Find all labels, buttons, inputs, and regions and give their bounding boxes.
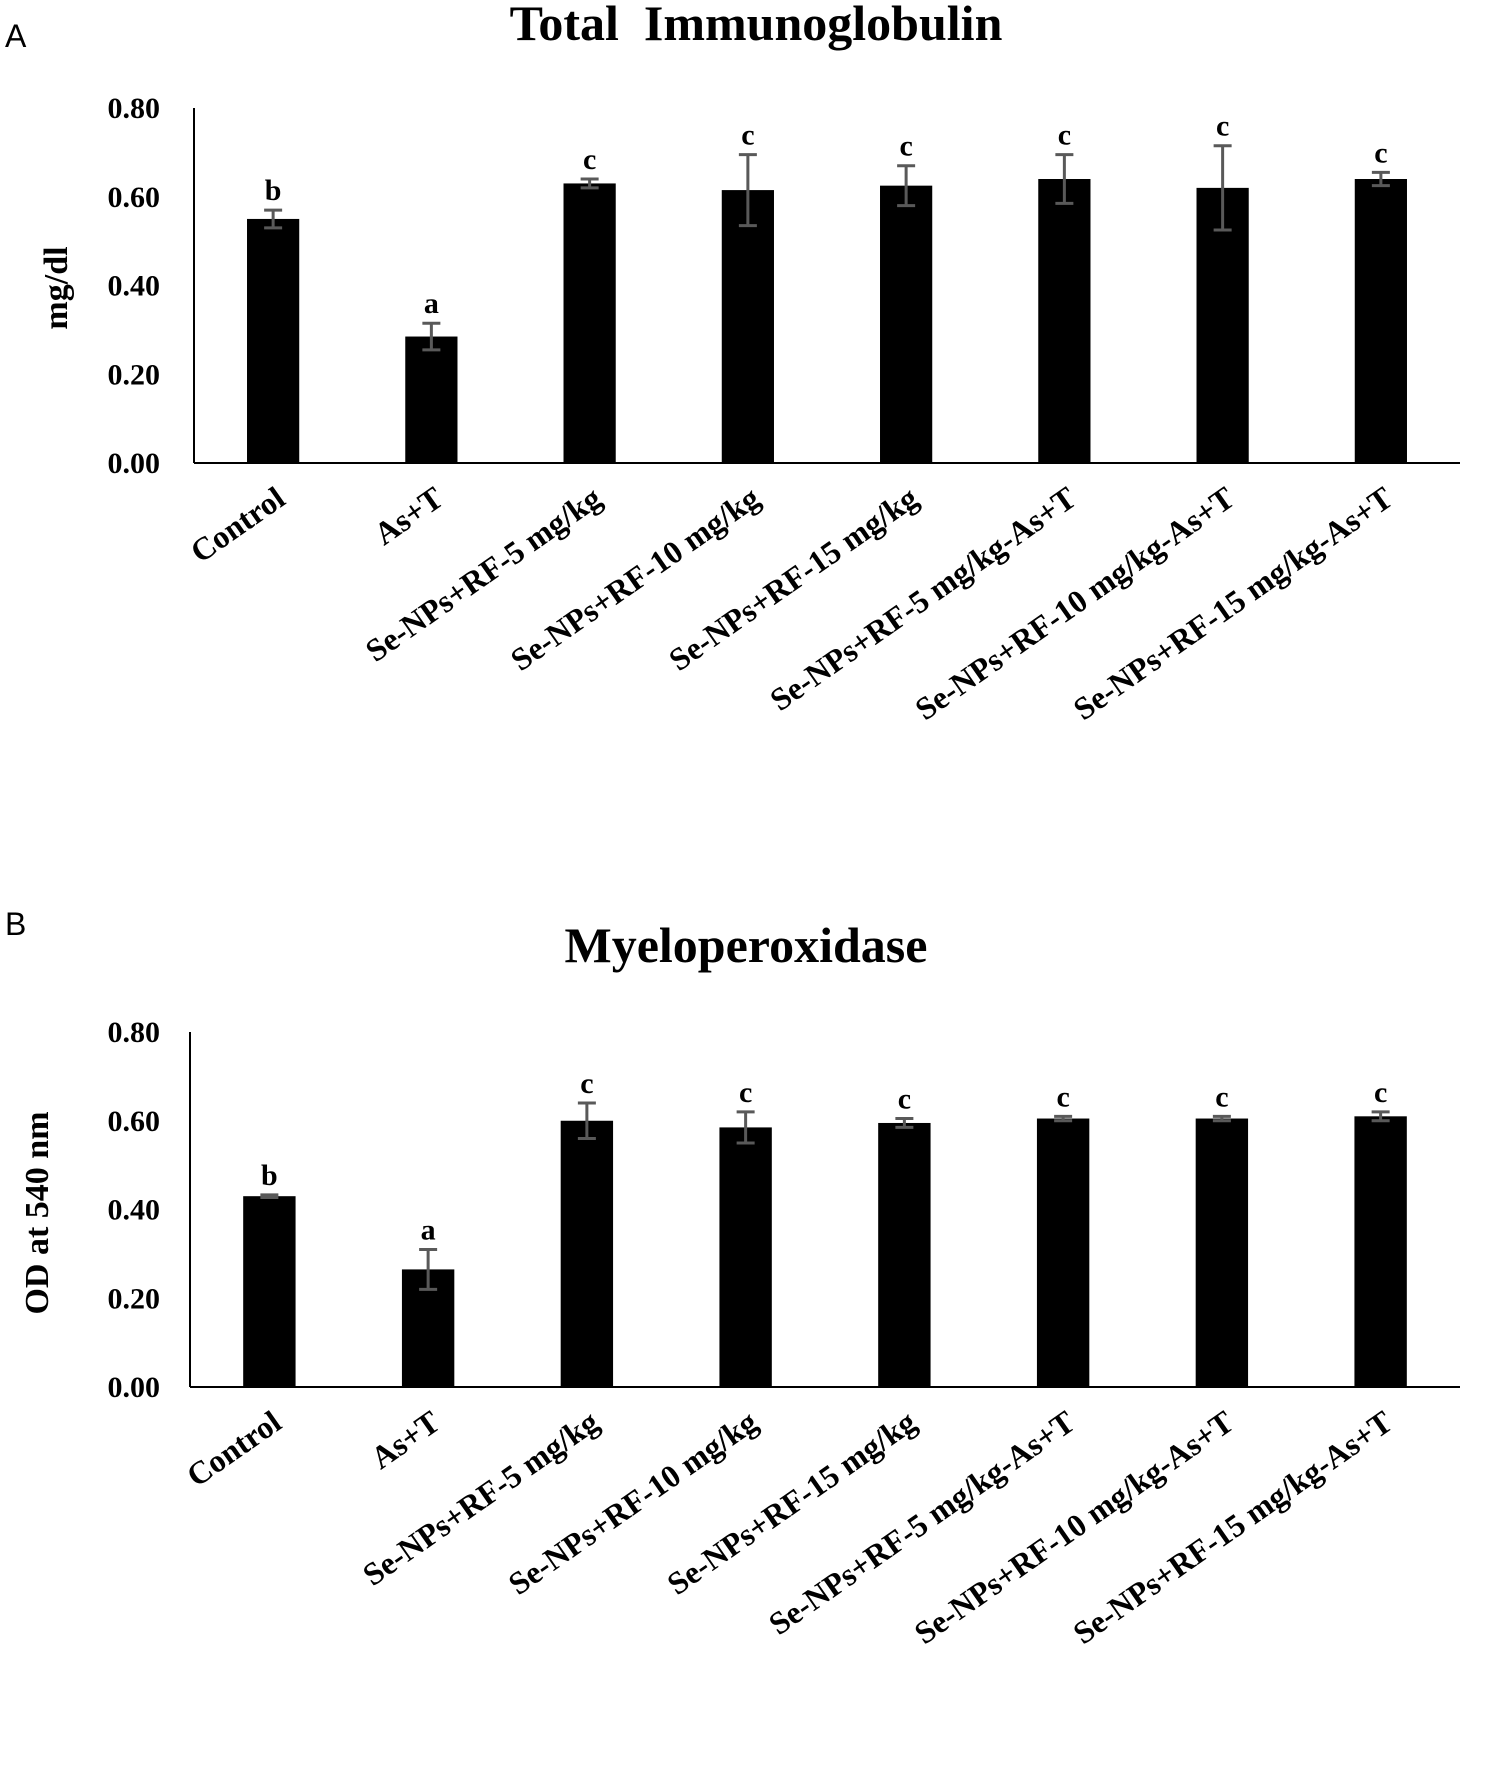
panel-a-significance-letter: b bbox=[265, 174, 282, 207]
panel-a-y-tick-label: 0.80 bbox=[108, 92, 161, 125]
panel-a-bar bbox=[1196, 187, 1249, 463]
panel-b-bar bbox=[560, 1120, 614, 1387]
panel-a-y-tick-label: 0.60 bbox=[108, 181, 161, 214]
panel-b-y-tick-label: 0.00 bbox=[108, 1371, 161, 1404]
panel-a-bar bbox=[247, 218, 300, 463]
panel-b-bar bbox=[243, 1196, 296, 1387]
panel-b-category-label: Se-NPs+RF-5 mg/kg-As+T bbox=[762, 1403, 1081, 1642]
panel-a-bar bbox=[1354, 179, 1407, 463]
panel-a-title: Total Immunoglobulin bbox=[510, 0, 1003, 51]
panel-b-bar bbox=[1195, 1118, 1249, 1387]
panel-b-category-label: As+T bbox=[364, 1403, 446, 1476]
panel-a-y-tick-label: 0.20 bbox=[108, 358, 161, 391]
panel-a-category-label: Se-NPs+RF-10 mg/kg-As+T bbox=[908, 479, 1240, 727]
panel-a-label: A bbox=[5, 18, 27, 54]
panel-b-y-tick-label: 0.80 bbox=[108, 1016, 161, 1049]
panel-b: B Myeloperoxidase OD at 540 nm 0.000.200… bbox=[5, 906, 1460, 1651]
panel-b-y-tick-label: 0.40 bbox=[108, 1194, 161, 1227]
panel-a-significance-letter: c bbox=[899, 130, 912, 163]
panel-b-y-tick-label: 0.20 bbox=[108, 1282, 161, 1315]
panel-b-significance-letter: c bbox=[1056, 1080, 1069, 1113]
panel-b-significance-letter: c bbox=[898, 1083, 911, 1116]
panel-a-significance-letter: c bbox=[583, 143, 596, 176]
panel-b-label: B bbox=[5, 906, 26, 942]
panel-a-y-tick-label: 0.40 bbox=[108, 270, 161, 303]
panel-a-y-axis-label: mg/dl bbox=[38, 246, 75, 329]
panel-b-significance-letter: c bbox=[739, 1076, 752, 1109]
panel-a-significance-letter: c bbox=[1374, 136, 1387, 169]
panel-b-bar bbox=[1354, 1116, 1407, 1387]
panel-b-category-label: Se-NPs+RF-15 mg/kg-As+T bbox=[1066, 1403, 1398, 1651]
panel-a-category-label: Se-NPs+RF-5 mg/kg-As+T bbox=[763, 479, 1082, 718]
panel-a-bar bbox=[721, 190, 774, 463]
panel-b-significance-letter: a bbox=[421, 1213, 436, 1246]
panel-b-y-axis-label: OD at 540 nm bbox=[19, 1111, 56, 1314]
panel-b-plot-area: 0.00 0.20 0.40 0.60 0.80 b Control a As+T c Se-NPs… bbox=[108, 1016, 1460, 1651]
panel-a: A Total Immunoglobulin mg/dl 0.00 0.20 0.4… bbox=[5, 0, 1460, 727]
panel-a-bar bbox=[563, 183, 616, 463]
panel-a-bar bbox=[405, 336, 458, 463]
panel-b-significance-letter: b bbox=[261, 1159, 278, 1192]
panel-a-category-label: Control bbox=[184, 479, 292, 569]
panel-a-bar bbox=[1038, 179, 1091, 463]
panel-a-significance-letter: c bbox=[1216, 110, 1229, 143]
panel-b-y-tick-label: 0.60 bbox=[108, 1105, 161, 1138]
panel-a-plot-area: 0.00 0.20 0.40 0.60 0.80 b Control a As+T c Se-NPs… bbox=[108, 92, 1460, 727]
panel-b-bar bbox=[719, 1127, 772, 1387]
panel-a-significance-letter: c bbox=[741, 119, 754, 152]
panel-a-bar bbox=[880, 185, 933, 463]
panel-a-category-label: Se-NPs+RF-15 mg/kg-As+T bbox=[1067, 479, 1399, 727]
panel-b-bar bbox=[878, 1122, 931, 1387]
panel-a-significance-letter: c bbox=[1058, 119, 1071, 152]
panel-b-category-label: Se-NPs+RF-10 mg/kg-As+T bbox=[908, 1403, 1240, 1651]
panel-a-y-tick-label: 0.00 bbox=[108, 447, 161, 480]
panel-b-significance-letter: c bbox=[1215, 1080, 1228, 1113]
panel-b-bar bbox=[1036, 1118, 1090, 1387]
panel-a-significance-letter: a bbox=[424, 287, 439, 320]
panel-b-title: Myeloperoxidase bbox=[565, 917, 928, 973]
panel-a-category-label: As+T bbox=[367, 479, 449, 552]
panel-b-significance-letter: c bbox=[580, 1067, 593, 1100]
panel-b-significance-letter: c bbox=[1374, 1076, 1387, 1109]
panel-b-category-label: Control bbox=[180, 1403, 288, 1493]
